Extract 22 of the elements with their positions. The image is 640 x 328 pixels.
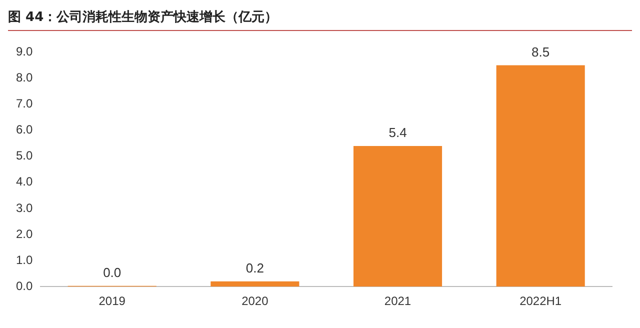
data-label: 0.0	[103, 264, 122, 280]
data-label: 8.5	[532, 44, 550, 60]
x-tick-label: 2019	[98, 294, 126, 308]
y-tick-label: 4.0	[16, 174, 33, 189]
data-label: 5.4	[388, 125, 407, 140]
x-tick-label: 2020	[242, 294, 269, 308]
x-tick-label: 2021	[384, 294, 412, 308]
y-tick-label: 7.0	[16, 96, 33, 111]
bar	[210, 281, 300, 287]
bar	[496, 65, 585, 287]
y-tick-label: 5.0	[16, 148, 33, 163]
bar	[353, 146, 442, 287]
y-tick-label: 3.0	[16, 200, 33, 215]
y-tick-label: 2.0	[16, 226, 33, 241]
chart-title: 图 44：公司消耗性生物资产快速增长（亿元）	[8, 8, 632, 31]
y-tick-label: 1.0	[16, 252, 33, 267]
y-tick-label: 0.0	[16, 278, 33, 293]
y-tick-label: 6.0	[16, 122, 33, 137]
y-tick-label: 8.0	[16, 70, 33, 85]
data-label: 0.2	[246, 260, 264, 276]
x-tick-label: 2022H1	[520, 294, 562, 308]
y-tick-label: 9.0	[16, 44, 33, 59]
